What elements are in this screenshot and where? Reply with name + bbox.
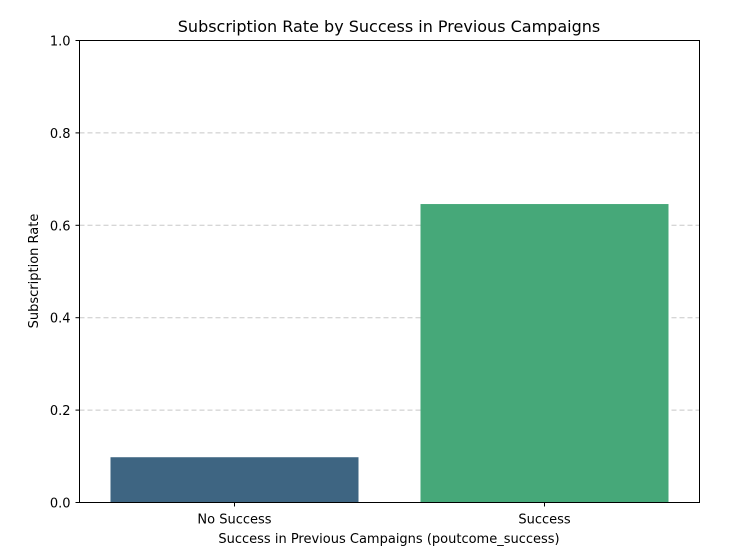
chart-title: Subscription Rate by Success in Previous… [178,17,600,36]
x-tick-label: No Success [197,513,271,528]
y-tick-label: 0.8 [50,127,71,142]
y-tick-label: 0.2 [50,404,71,419]
bar [110,457,359,503]
bar-layer [110,204,669,503]
y-tick-label: 0.0 [50,497,71,512]
y-axis-ticks: 0.0 0.2 0.4 0.6 0.8 1.0 [50,35,80,512]
x-axis-ticks: No Success Success [197,502,571,528]
bar [420,204,669,503]
y-axis-label: Subscription Rate [27,214,42,329]
x-axis-label: Success in Previous Campaigns (poutcome_… [218,532,559,547]
y-tick-label: 0.6 [50,219,71,234]
plot-frame [79,40,700,503]
x-tick-label: Success [518,513,571,528]
y-tick-label: 0.4 [50,312,71,327]
y-tick-label: 1.0 [50,35,71,50]
